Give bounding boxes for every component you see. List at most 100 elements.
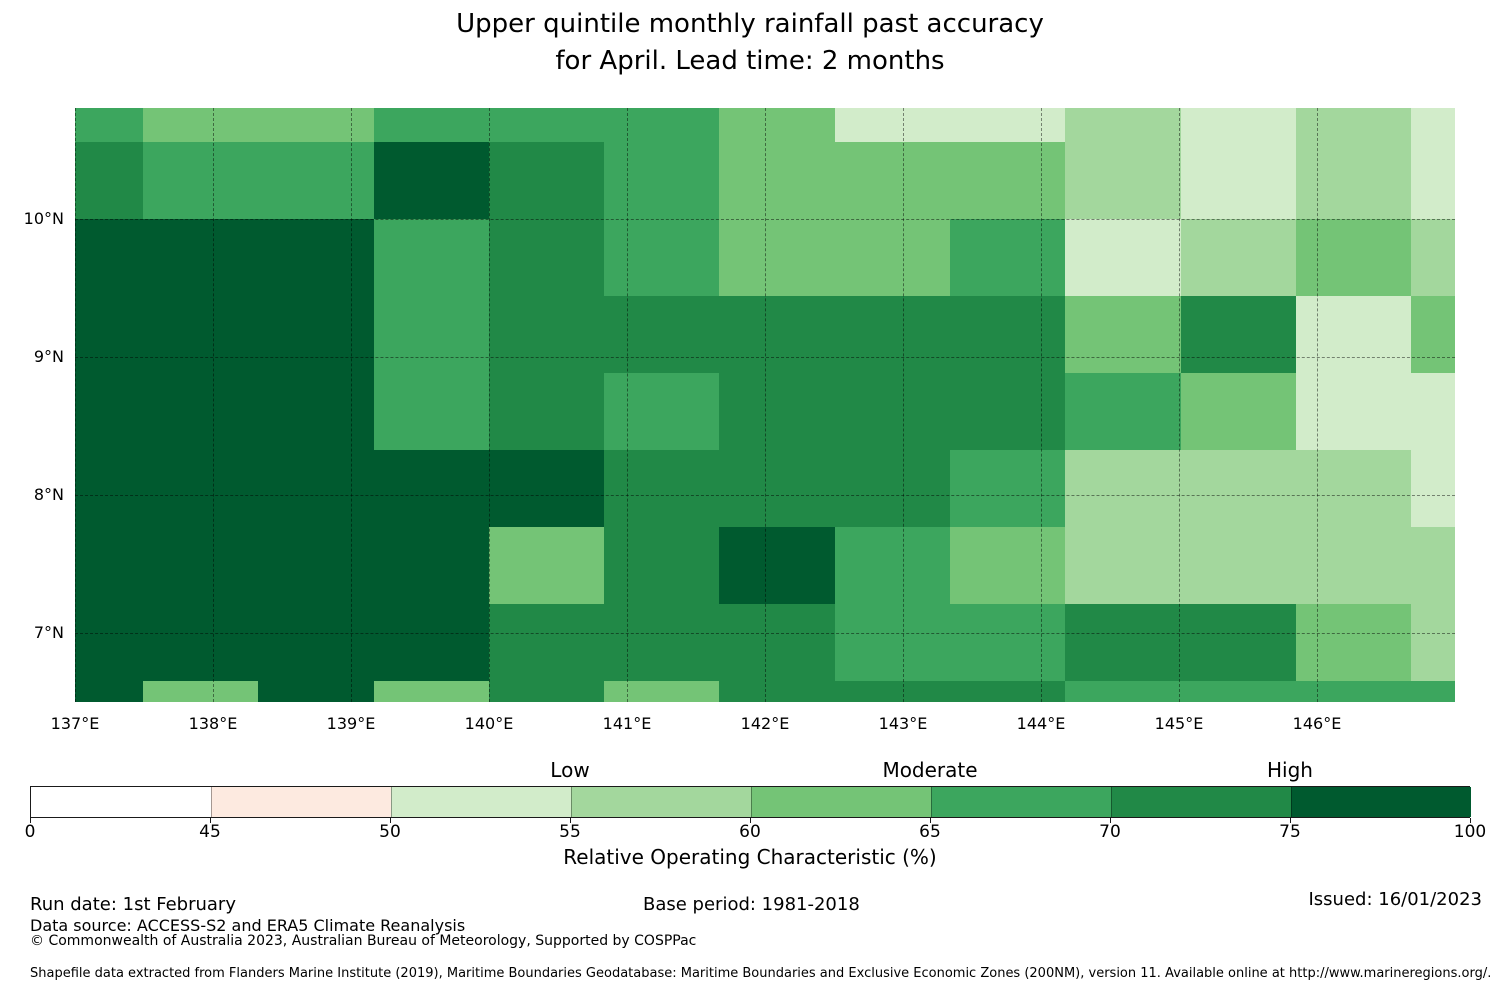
map-cell — [258, 681, 374, 702]
map-cell — [835, 142, 950, 219]
colorbar-tick-label: 55 — [559, 822, 581, 842]
map-cell — [835, 604, 950, 681]
chart-title-line1: Upper quintile monthly rainfall past acc… — [456, 9, 1044, 39]
map-cell — [1065, 373, 1181, 450]
map-cell — [835, 219, 950, 296]
map-cell — [1411, 108, 1455, 142]
map-cell — [374, 527, 489, 604]
chart-title-line2: for April. Lead time: 2 months — [555, 46, 945, 76]
map-cell — [1065, 108, 1181, 142]
map-cell — [1181, 450, 1296, 527]
map-cell — [1065, 219, 1181, 296]
map-cell — [374, 681, 489, 702]
map-cell — [374, 142, 489, 219]
x-tick-label: 146°E — [1292, 714, 1342, 733]
map-cell — [489, 108, 604, 142]
map-cell — [1296, 373, 1411, 450]
map-cell — [258, 142, 374, 219]
map-cell — [604, 219, 719, 296]
map-cell — [75, 604, 143, 681]
x-tick-label: 137°E — [50, 714, 100, 733]
map-cell — [1296, 527, 1411, 604]
map-cell — [1296, 604, 1411, 681]
map-cell — [950, 373, 1065, 450]
map-cell — [143, 108, 258, 142]
map-cell — [719, 450, 835, 527]
map-cell — [604, 142, 719, 219]
map-cell — [1181, 108, 1296, 142]
heatmap-area — [75, 108, 1455, 702]
map-cell — [604, 450, 719, 527]
map-cell — [143, 681, 258, 702]
y-tick-label: 9°N — [33, 347, 64, 366]
map-cell — [489, 604, 604, 681]
colorbar-tick-label: 45 — [199, 822, 221, 842]
map-cell — [950, 450, 1065, 527]
map-cell — [1411, 681, 1455, 702]
map-cell — [258, 296, 374, 373]
map-cell — [1181, 219, 1296, 296]
x-tick-label: 145°E — [1154, 714, 1204, 733]
colorbar-tick-mark — [30, 818, 31, 823]
colorbar-tick-label: 65 — [919, 822, 941, 842]
map-cell — [835, 527, 950, 604]
latitude-gridline — [75, 495, 1455, 496]
colorbar-tick-mark — [210, 818, 211, 823]
map-cell — [489, 219, 604, 296]
map-cell — [719, 142, 835, 219]
map-cell — [143, 604, 258, 681]
x-tick-label: 142°E — [740, 714, 790, 733]
colorbar-tick-mark — [1470, 818, 1471, 823]
map-cell — [835, 108, 950, 142]
map-cell — [835, 373, 950, 450]
colorbar-segment — [1291, 787, 1471, 817]
colorbar-title: Relative Operating Characteristic (%) — [563, 845, 937, 869]
map-cell — [374, 296, 489, 373]
longitude-gridline — [213, 108, 214, 702]
map-cell — [1411, 296, 1455, 373]
chart-title: Upper quintile monthly rainfall past acc… — [0, 6, 1500, 80]
longitude-gridline — [1317, 108, 1318, 702]
map-cell — [1065, 450, 1181, 527]
map-cell — [1181, 527, 1296, 604]
map-cell — [143, 142, 258, 219]
map-cell — [719, 219, 835, 296]
map-cell — [75, 142, 143, 219]
map-cell — [1411, 604, 1455, 681]
latitude-gridline — [75, 357, 1455, 358]
map-cell — [1065, 527, 1181, 604]
map-cell — [143, 219, 258, 296]
map-cell — [75, 296, 143, 373]
colorbar-tick-label: 0 — [24, 822, 36, 842]
x-tick-label: 138°E — [188, 714, 238, 733]
map-cell — [258, 450, 374, 527]
map-cell — [1411, 450, 1455, 527]
colorbar-tick-label: 75 — [1279, 822, 1301, 842]
map-cell — [143, 450, 258, 527]
map-cell — [604, 681, 719, 702]
map-cell — [719, 296, 835, 373]
map-cell — [835, 681, 950, 702]
map-cell — [950, 142, 1065, 219]
map-cell — [1181, 681, 1296, 702]
run-date-text: Run date: 1st February — [30, 894, 236, 915]
map-cell — [258, 373, 374, 450]
longitude-gridline — [75, 108, 76, 702]
map-cell — [604, 296, 719, 373]
map-cell — [374, 604, 489, 681]
map-cell — [1296, 681, 1411, 702]
map-cell — [258, 219, 374, 296]
map-cell — [143, 373, 258, 450]
colorbar-category-label: Low — [550, 758, 590, 782]
map-cell — [1296, 450, 1411, 527]
colorbar-tick-label: 60 — [739, 822, 761, 842]
map-cell — [1065, 142, 1181, 219]
map-cell — [1065, 296, 1181, 373]
map-cell — [489, 373, 604, 450]
map-cell — [1181, 604, 1296, 681]
longitude-gridline — [903, 108, 904, 702]
x-tick-label: 144°E — [1016, 714, 1066, 733]
colorbar-segment — [571, 787, 751, 817]
longitude-gridline — [627, 108, 628, 702]
map-cell — [75, 527, 143, 604]
